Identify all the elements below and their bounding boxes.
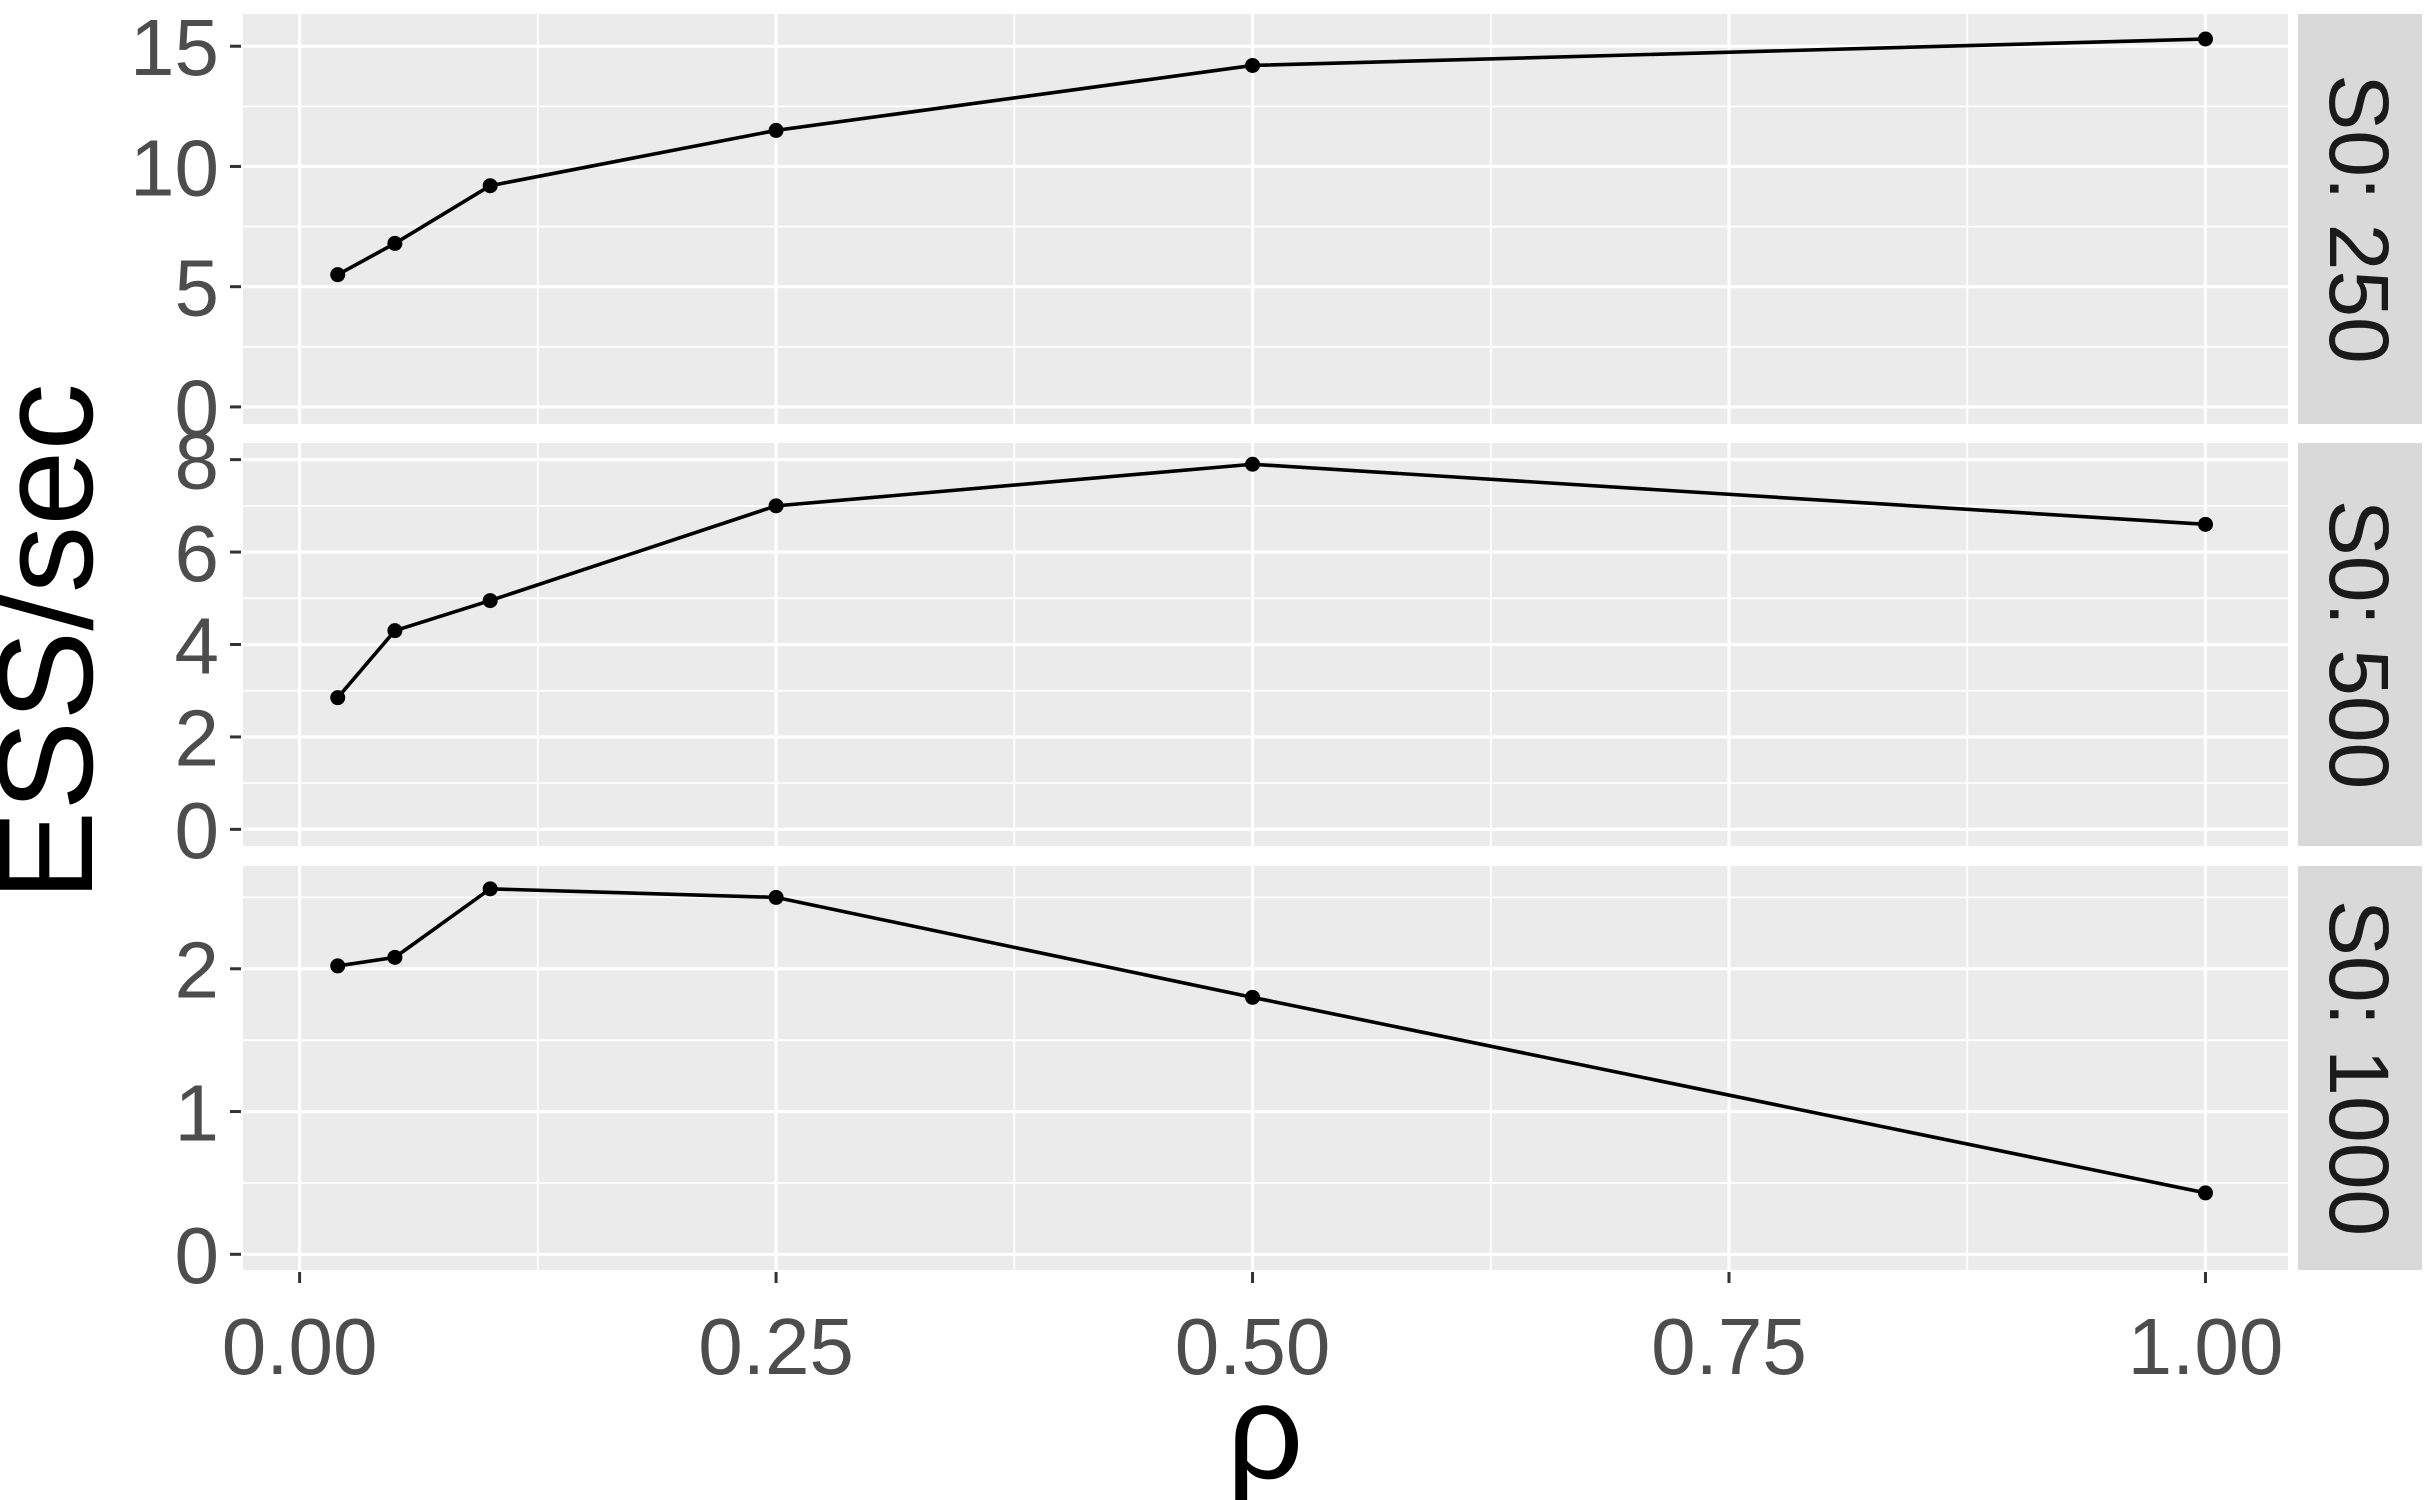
y-tick-label: 10 bbox=[130, 123, 219, 212]
data-point bbox=[330, 958, 346, 974]
axes-group: 0.00 0.25 0.50 0.75 1.00 bbox=[222, 1272, 2284, 1391]
y-axis-title: ESS/sec bbox=[0, 383, 121, 901]
x-tick-label: 0.75 bbox=[1651, 1302, 1807, 1391]
x-tick-label: 0.25 bbox=[698, 1302, 854, 1391]
data-point bbox=[482, 881, 498, 897]
facet-strip bbox=[2298, 866, 2422, 1270]
facet-strip-label: S0: 250 bbox=[2312, 74, 2406, 364]
data-point bbox=[330, 267, 346, 283]
y-tick-label: 1 bbox=[175, 1068, 220, 1157]
data-point bbox=[768, 122, 784, 138]
x-tick-label: 0.50 bbox=[1175, 1302, 1331, 1391]
x-tick-label: 0.00 bbox=[222, 1302, 378, 1391]
y-tick-label: 2 bbox=[175, 694, 220, 783]
y-tick-label: 15 bbox=[130, 3, 219, 92]
y-tick-label: 6 bbox=[175, 509, 220, 598]
data-point bbox=[2197, 1185, 2213, 1201]
data-point bbox=[1245, 989, 1261, 1005]
y-tick-label: 0 bbox=[175, 1211, 220, 1300]
y-tick-label: 2 bbox=[175, 926, 220, 1015]
facet-strip bbox=[2298, 14, 2422, 424]
facet-panel-0: 0 5 10 15 S0: 250 bbox=[130, 3, 2422, 453]
y-tick-label: 5 bbox=[175, 243, 220, 332]
data-point bbox=[1245, 456, 1261, 472]
y-tick-label: 4 bbox=[175, 601, 220, 690]
data-point bbox=[2197, 516, 2213, 532]
data-point bbox=[387, 623, 403, 639]
data-point bbox=[330, 690, 346, 706]
data-point bbox=[387, 949, 403, 965]
data-point bbox=[768, 498, 784, 514]
series-line bbox=[336, 37, 2206, 277]
panel-bg bbox=[243, 866, 2288, 1270]
series-line bbox=[336, 462, 2206, 699]
facet-strip-label: S0: 500 bbox=[2312, 500, 2406, 790]
data-point bbox=[1245, 57, 1261, 73]
data-point bbox=[2197, 31, 2213, 47]
facet-strip-label: S0: 1000 bbox=[2312, 900, 2406, 1236]
series-line bbox=[337, 887, 2206, 1195]
y-tick-label: 8 bbox=[175, 416, 220, 505]
panel-bg bbox=[243, 14, 2288, 424]
x-tick-label: 1.00 bbox=[2128, 1302, 2284, 1391]
data-point bbox=[387, 235, 403, 251]
data-point bbox=[768, 889, 784, 905]
facet-panel-2: 0 1 2 S0: 1000 bbox=[175, 866, 2422, 1300]
x-axis-title: ρ bbox=[1227, 1356, 1304, 1500]
y-tick-label: 0 bbox=[175, 786, 220, 875]
data-point bbox=[482, 178, 498, 194]
data-point bbox=[482, 593, 498, 609]
facet-strip bbox=[2298, 443, 2422, 846]
y-tick-label: 0 bbox=[175, 364, 220, 453]
